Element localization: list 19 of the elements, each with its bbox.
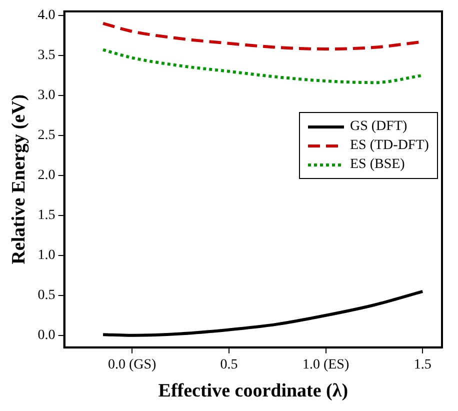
x-tick-label: 0.0 (GS) (108, 357, 157, 372)
y-tick-label: 3.0 (38, 88, 56, 104)
x-tick-label: 1.0 (ES) (302, 357, 350, 372)
x-axis-title: Effective coordinate (λ) (158, 380, 348, 402)
legend-label: ES (BSE) (350, 156, 405, 174)
y-tick-label: 0.5 (38, 288, 56, 304)
legend-label: ES (TD-DFT) (350, 137, 429, 156)
x-tick-label: 1.5 (414, 357, 432, 372)
line-series (102, 290, 424, 337)
y-tick-label: 4.0 (38, 8, 56, 24)
y-tick-label: 3.5 (38, 48, 56, 64)
y-tick-label: 2.5 (38, 128, 56, 144)
y-tick-label: 0.0 (38, 328, 56, 344)
y-tick-label: 1.0 (38, 248, 56, 264)
x-tick-label: 0.5 (220, 357, 238, 372)
y-axis-title: Relative Energy (eV) (8, 94, 30, 264)
y-tick-label: 2.0 (38, 168, 56, 184)
legend-label: GS (DFT) (350, 118, 408, 136)
y-tick-label: 1.5 (38, 208, 56, 224)
